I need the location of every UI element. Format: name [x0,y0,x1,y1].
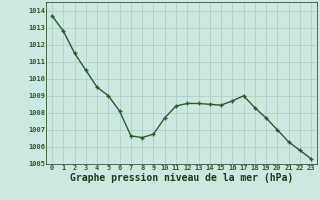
X-axis label: Graphe pression niveau de la mer (hPa): Graphe pression niveau de la mer (hPa) [70,173,293,183]
